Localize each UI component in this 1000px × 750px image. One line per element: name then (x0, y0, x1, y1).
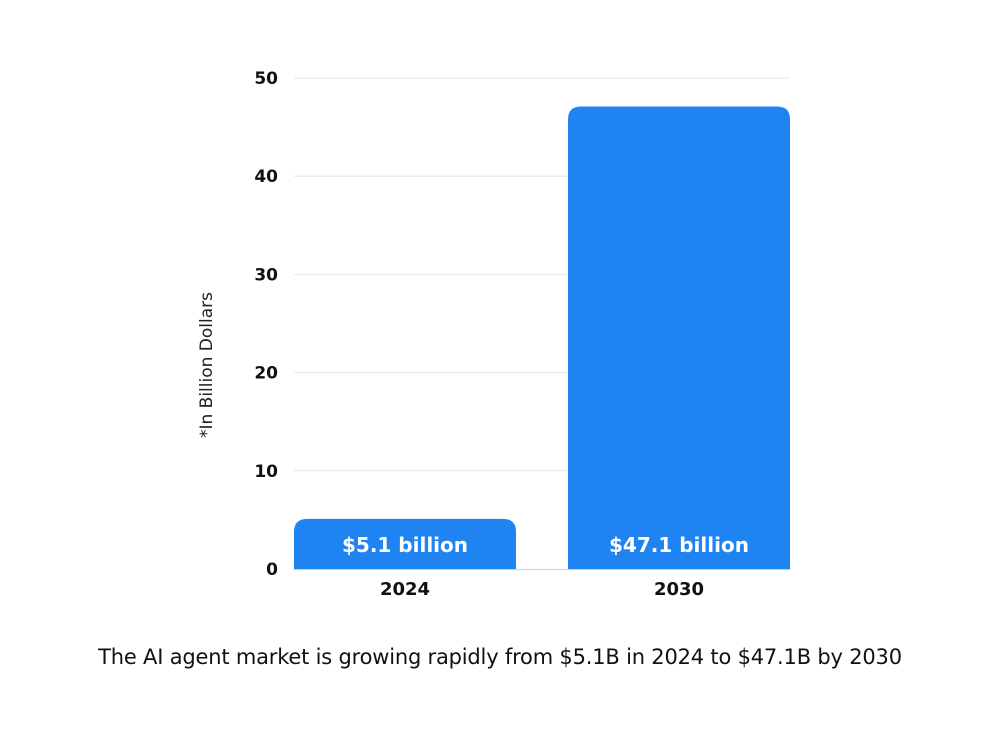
bar-2024 (294, 518, 516, 569)
bar-value-label: $47.1 billion (609, 533, 749, 557)
chart-area: 0 10 20 30 40 50 $5.1 billion $47.1 billion 20… (197, 69, 790, 600)
bars (294, 106, 790, 569)
bar-value-labels: $5.1 billion $47.1 billion (342, 533, 749, 557)
y-axis-ticks: 0 10 20 30 40 50 (254, 69, 278, 580)
x-axis-categories: 2024 2030 (380, 579, 704, 600)
x-category-label: 2030 (654, 579, 704, 600)
y-tick-label: 10 (254, 462, 278, 482)
y-tick-label: 30 (254, 265, 278, 285)
bar-value-label: $5.1 billion (342, 533, 468, 557)
y-tick-label: 20 (254, 364, 278, 384)
y-tick-label: 40 (254, 167, 278, 187)
bar-2030 (568, 106, 790, 569)
y-tick-label: 50 (254, 69, 278, 89)
y-axis-label: *In Billion Dollars (197, 292, 217, 438)
x-category-label: 2024 (380, 579, 430, 600)
y-tick-label: 0 (266, 560, 278, 580)
chart-caption: The AI agent market is growing rapidly f… (98, 645, 902, 669)
